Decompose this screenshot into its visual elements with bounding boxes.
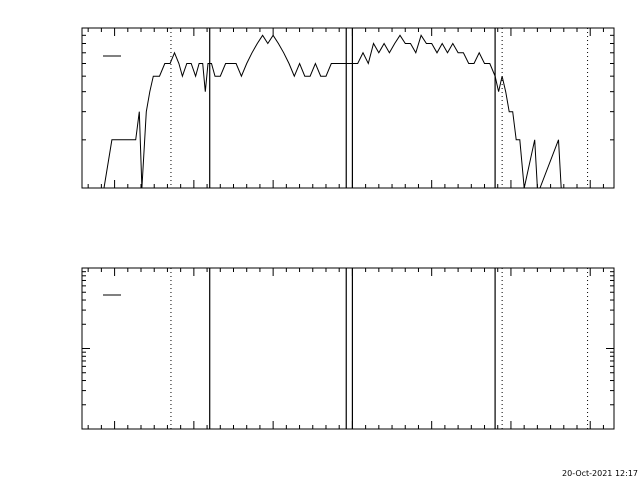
series-line [103, 34, 564, 189]
plot-frame [81, 267, 615, 430]
plot-frame [81, 27, 615, 189]
footer-timestamp: 20-Oct-2021 12:17 [562, 469, 638, 478]
panel-hi [81, 267, 615, 430]
panel-lo [81, 27, 615, 189]
